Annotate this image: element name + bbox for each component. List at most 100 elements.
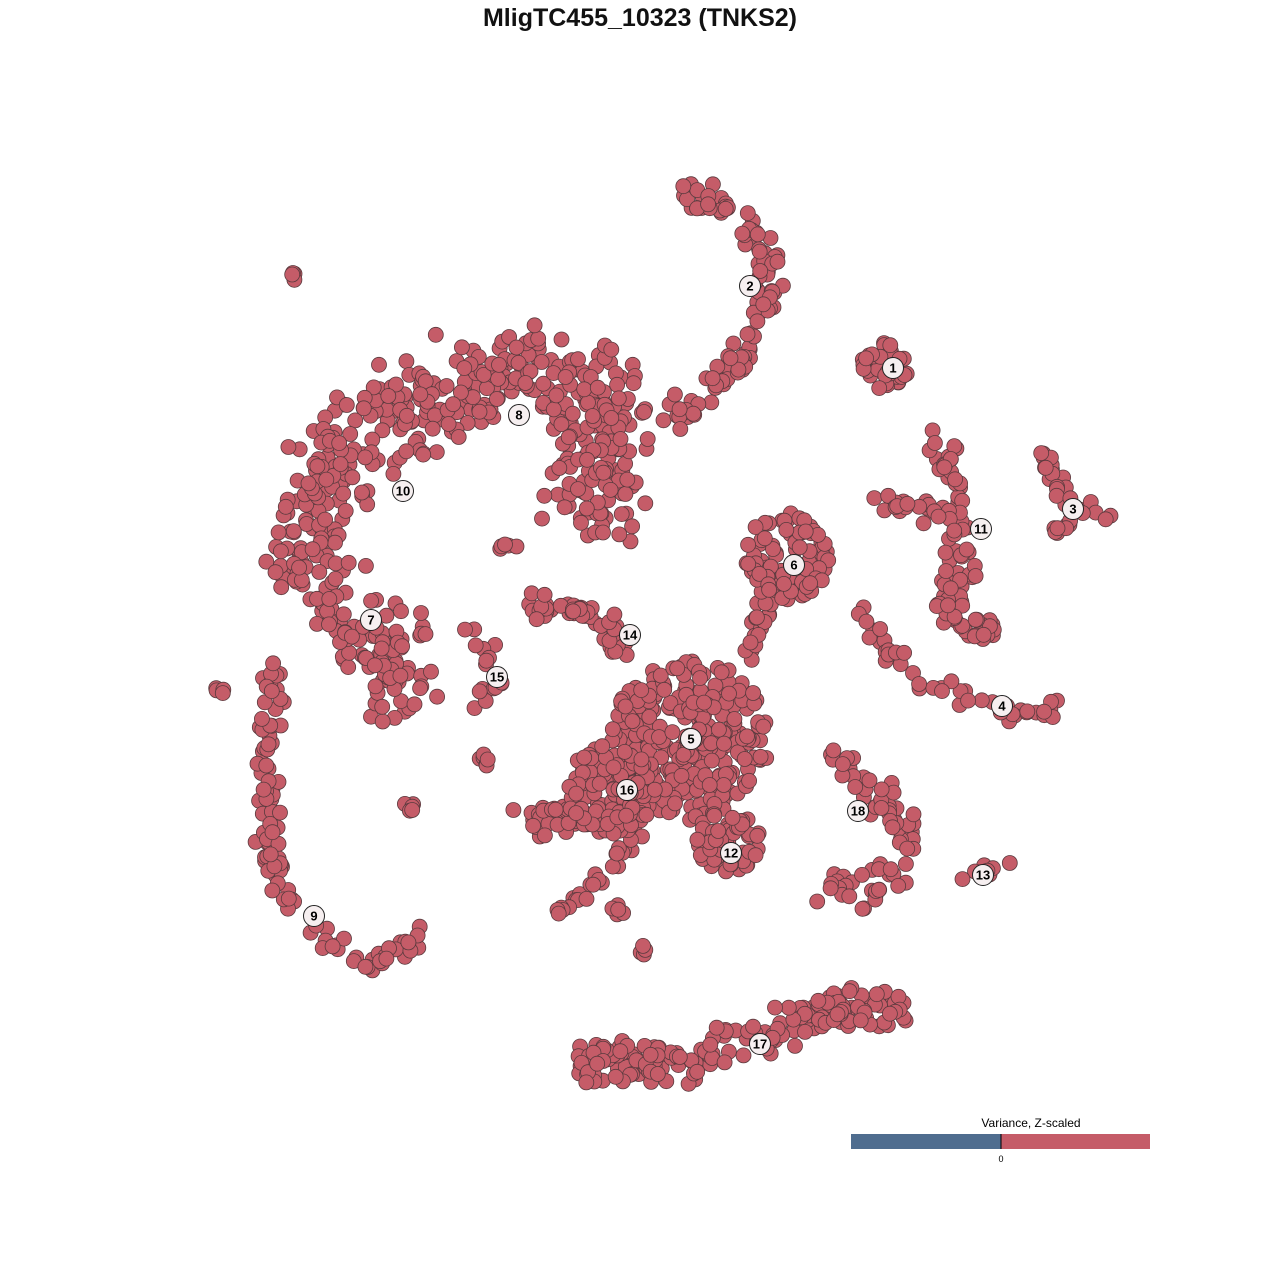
cluster-label-circle bbox=[1062, 498, 1084, 520]
data-point bbox=[740, 536, 756, 553]
data-point bbox=[393, 603, 409, 620]
data-point bbox=[450, 429, 467, 445]
data-point bbox=[752, 263, 769, 279]
data-point bbox=[404, 802, 421, 818]
data-point bbox=[861, 629, 878, 646]
data-point bbox=[882, 337, 899, 354]
data-point bbox=[625, 375, 642, 392]
data-point bbox=[427, 326, 444, 343]
cluster-label-circle bbox=[392, 480, 414, 502]
data-point bbox=[617, 698, 634, 715]
data-point bbox=[942, 580, 959, 597]
data-point bbox=[490, 370, 506, 387]
data-point bbox=[739, 205, 756, 222]
data-point bbox=[424, 420, 441, 437]
data-point bbox=[456, 360, 473, 377]
data-point bbox=[767, 999, 783, 1016]
data-point bbox=[689, 831, 706, 848]
data-point bbox=[545, 401, 562, 418]
data-point bbox=[355, 400, 372, 417]
data-point bbox=[256, 694, 273, 711]
data-point bbox=[445, 396, 462, 413]
data-point bbox=[584, 408, 601, 424]
data-point bbox=[606, 606, 623, 623]
data-point bbox=[412, 386, 429, 403]
data-point bbox=[475, 366, 492, 383]
data-point bbox=[551, 460, 568, 476]
data-point bbox=[338, 397, 355, 413]
cluster-label-circle bbox=[847, 800, 869, 822]
data-point bbox=[930, 508, 947, 525]
cluster-label-circle bbox=[783, 554, 805, 576]
data-point bbox=[610, 901, 627, 918]
data-point bbox=[745, 685, 761, 701]
data-point bbox=[633, 682, 650, 698]
data-point bbox=[854, 867, 870, 883]
data-point bbox=[277, 498, 294, 515]
data-point bbox=[576, 749, 593, 766]
data-point bbox=[342, 426, 359, 442]
data-point bbox=[262, 846, 279, 863]
data-point bbox=[560, 429, 577, 446]
data-point bbox=[841, 888, 858, 905]
data-point bbox=[742, 634, 759, 651]
data-point bbox=[1001, 855, 1018, 871]
data-point bbox=[755, 718, 772, 735]
data-point bbox=[280, 890, 297, 907]
data-point bbox=[505, 802, 522, 818]
data-point bbox=[769, 253, 786, 270]
legend-high-bar bbox=[1001, 1134, 1150, 1149]
cluster-label-13: 13 bbox=[972, 864, 994, 886]
data-point bbox=[662, 695, 679, 711]
data-point bbox=[400, 934, 417, 951]
data-point bbox=[852, 1012, 869, 1029]
data-point bbox=[822, 880, 839, 897]
data-point bbox=[585, 876, 602, 893]
data-point bbox=[841, 983, 858, 1000]
data-point bbox=[343, 628, 360, 645]
data-point bbox=[617, 486, 634, 502]
data-point bbox=[340, 554, 357, 571]
data-point bbox=[371, 356, 387, 373]
cluster-label-text: 8 bbox=[515, 408, 522, 423]
cluster-label-14: 14 bbox=[619, 624, 641, 646]
data-point bbox=[374, 713, 391, 730]
data-point bbox=[578, 500, 595, 517]
data-point bbox=[534, 510, 550, 527]
data-point bbox=[595, 524, 611, 541]
data-point bbox=[413, 605, 429, 621]
data-point bbox=[975, 626, 992, 643]
data-point bbox=[899, 495, 916, 512]
data-point bbox=[508, 339, 525, 356]
data-point bbox=[624, 518, 640, 535]
data-point bbox=[550, 905, 567, 922]
data-point bbox=[802, 575, 818, 592]
data-point bbox=[898, 856, 914, 872]
cluster-label-text: 18 bbox=[851, 804, 865, 819]
data-point bbox=[547, 801, 564, 818]
data-point bbox=[635, 938, 651, 954]
cluster-label-text: 4 bbox=[998, 699, 1006, 714]
data-point bbox=[478, 652, 495, 669]
data-point bbox=[1037, 459, 1054, 476]
data-point bbox=[871, 380, 888, 397]
data-point bbox=[280, 439, 297, 455]
data-point bbox=[517, 375, 534, 391]
data-point bbox=[749, 226, 766, 243]
data-point bbox=[510, 354, 527, 371]
data-point bbox=[882, 1005, 898, 1022]
data-point bbox=[866, 490, 883, 507]
data-point bbox=[905, 806, 922, 823]
data-point bbox=[438, 378, 455, 394]
data-point bbox=[565, 603, 582, 620]
cluster-label-text: 17 bbox=[753, 1037, 767, 1052]
cluster-label-7: 7 bbox=[360, 609, 382, 631]
data-point bbox=[398, 443, 415, 460]
data-point bbox=[937, 544, 954, 561]
legend-tick-label: 0 bbox=[998, 1154, 1003, 1164]
cluster-label-8: 8 bbox=[508, 404, 530, 426]
data-point bbox=[671, 401, 688, 418]
data-point bbox=[756, 530, 773, 547]
data-point bbox=[609, 376, 625, 393]
data-point bbox=[258, 553, 275, 570]
